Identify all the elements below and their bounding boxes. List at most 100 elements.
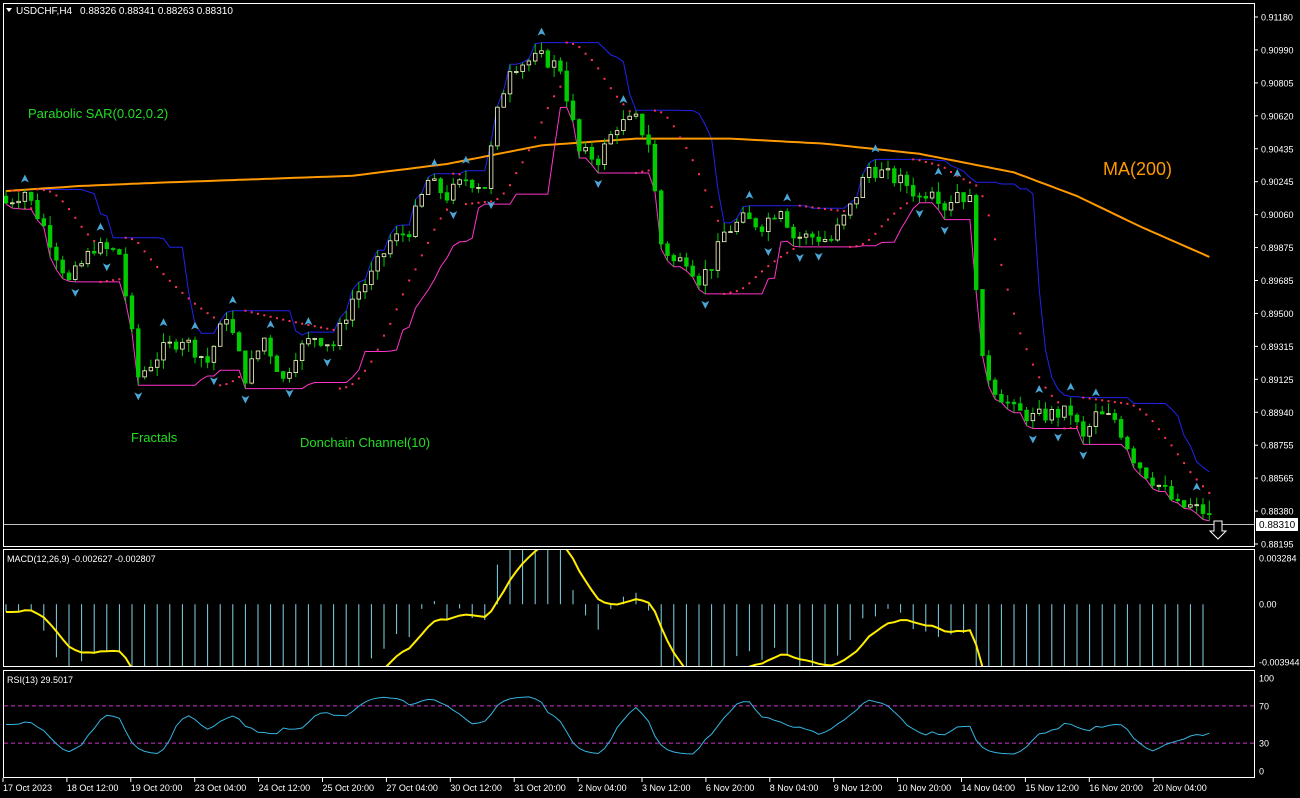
fractal-down-arrow	[71, 288, 80, 297]
time-tick-label: 16 Nov 20:00	[1089, 783, 1143, 793]
candle	[482, 186, 487, 190]
candle	[892, 165, 897, 187]
candle	[1005, 395, 1010, 410]
candle	[539, 42, 544, 58]
sar-dot	[446, 208, 448, 211]
fractal-up-arrow	[20, 174, 29, 183]
sar-dot	[42, 189, 45, 192]
symbol-label: USDCHF,H4	[16, 6, 73, 17]
candle	[306, 332, 311, 347]
sar-dot	[105, 280, 108, 283]
candle-body	[621, 119, 626, 131]
sar-dot	[578, 46, 581, 49]
candle-body	[633, 113, 639, 117]
candle	[488, 141, 494, 195]
candle	[911, 177, 916, 202]
candle-body	[866, 166, 872, 178]
sar-dot	[1202, 485, 1204, 488]
sar-dot	[200, 307, 203, 310]
candle-body	[192, 339, 198, 358]
candle-body	[362, 284, 368, 293]
candle-body	[154, 359, 160, 368]
candle	[325, 344, 330, 352]
candle	[356, 282, 361, 309]
candle	[161, 333, 166, 369]
candle	[444, 185, 450, 204]
candle-body	[596, 158, 601, 166]
fractal-up-arrow	[266, 320, 275, 329]
candle-body	[167, 341, 172, 344]
candle	[570, 93, 576, 123]
candle-body	[671, 255, 676, 262]
sar-dot	[263, 314, 266, 317]
candle	[1200, 498, 1206, 520]
candle-body	[860, 176, 865, 198]
candle-body	[797, 236, 802, 239]
candle	[350, 289, 355, 327]
donchian-label: Donchain Channel(10)	[300, 435, 430, 450]
fractal-down-arrow	[940, 226, 949, 235]
candle	[747, 205, 752, 220]
candle-body	[375, 256, 380, 272]
candle-body	[703, 269, 708, 286]
sar-dot	[559, 85, 562, 88]
candle	[16, 192, 21, 209]
candle-body	[961, 192, 966, 203]
candle-body	[1169, 486, 1174, 500]
sar-dot	[1031, 363, 1034, 366]
candle-body	[974, 195, 979, 290]
sar-dot	[773, 260, 776, 263]
candle	[564, 61, 569, 108]
menu-triangle-icon[interactable]	[6, 8, 12, 12]
sar-dot	[326, 327, 329, 330]
candle	[929, 186, 935, 201]
price-tick-label: 0.88380	[1261, 507, 1294, 517]
sar-dot	[288, 320, 291, 322]
candle-body	[482, 186, 487, 189]
candle	[923, 191, 928, 202]
candle-body	[627, 115, 632, 120]
price-tick-label: 0.88940	[1261, 408, 1294, 418]
current-price-label: 0.88310	[1259, 520, 1296, 531]
candle-body	[1062, 405, 1067, 418]
candle	[123, 247, 128, 303]
candle	[1118, 415, 1124, 440]
candle-body	[35, 199, 40, 219]
sar-dot	[748, 282, 751, 285]
candle-body	[690, 265, 695, 277]
fractal-up-arrow	[461, 155, 470, 164]
candle-body	[1200, 504, 1206, 514]
sar-dot	[666, 116, 669, 119]
candle	[1062, 405, 1067, 421]
sar-dot	[1208, 491, 1211, 494]
candle-body	[1074, 414, 1080, 423]
sar-dot	[137, 241, 140, 244]
sar-dot	[628, 110, 631, 113]
time-tick-label: 24 Oct 12:00	[259, 783, 311, 793]
fractal-up-arrow	[934, 167, 943, 176]
candle	[381, 253, 387, 267]
candle	[1188, 498, 1193, 510]
candle	[1043, 402, 1048, 423]
candle	[400, 225, 406, 242]
sar-dot	[924, 161, 927, 163]
candle	[1081, 416, 1086, 445]
candle-body	[1175, 498, 1180, 502]
time-tick-label: 25 Oct 20:00	[323, 783, 375, 793]
candle	[394, 226, 399, 246]
sar-dot	[1176, 453, 1179, 456]
candle	[22, 189, 28, 210]
candle	[136, 324, 141, 386]
candle	[79, 260, 84, 268]
rsi-tick-label: 100	[1259, 674, 1274, 684]
candle	[41, 213, 46, 228]
candle	[766, 212, 771, 242]
sar-dot	[691, 159, 694, 162]
sar-dot	[1164, 436, 1167, 439]
ma200-line	[5, 137, 1210, 258]
sar-dot	[1038, 376, 1041, 379]
candle-body	[999, 393, 1004, 403]
price-plot	[4, 27, 1254, 525]
fractal-down-arrow	[449, 211, 458, 220]
sar-dot	[86, 233, 89, 236]
